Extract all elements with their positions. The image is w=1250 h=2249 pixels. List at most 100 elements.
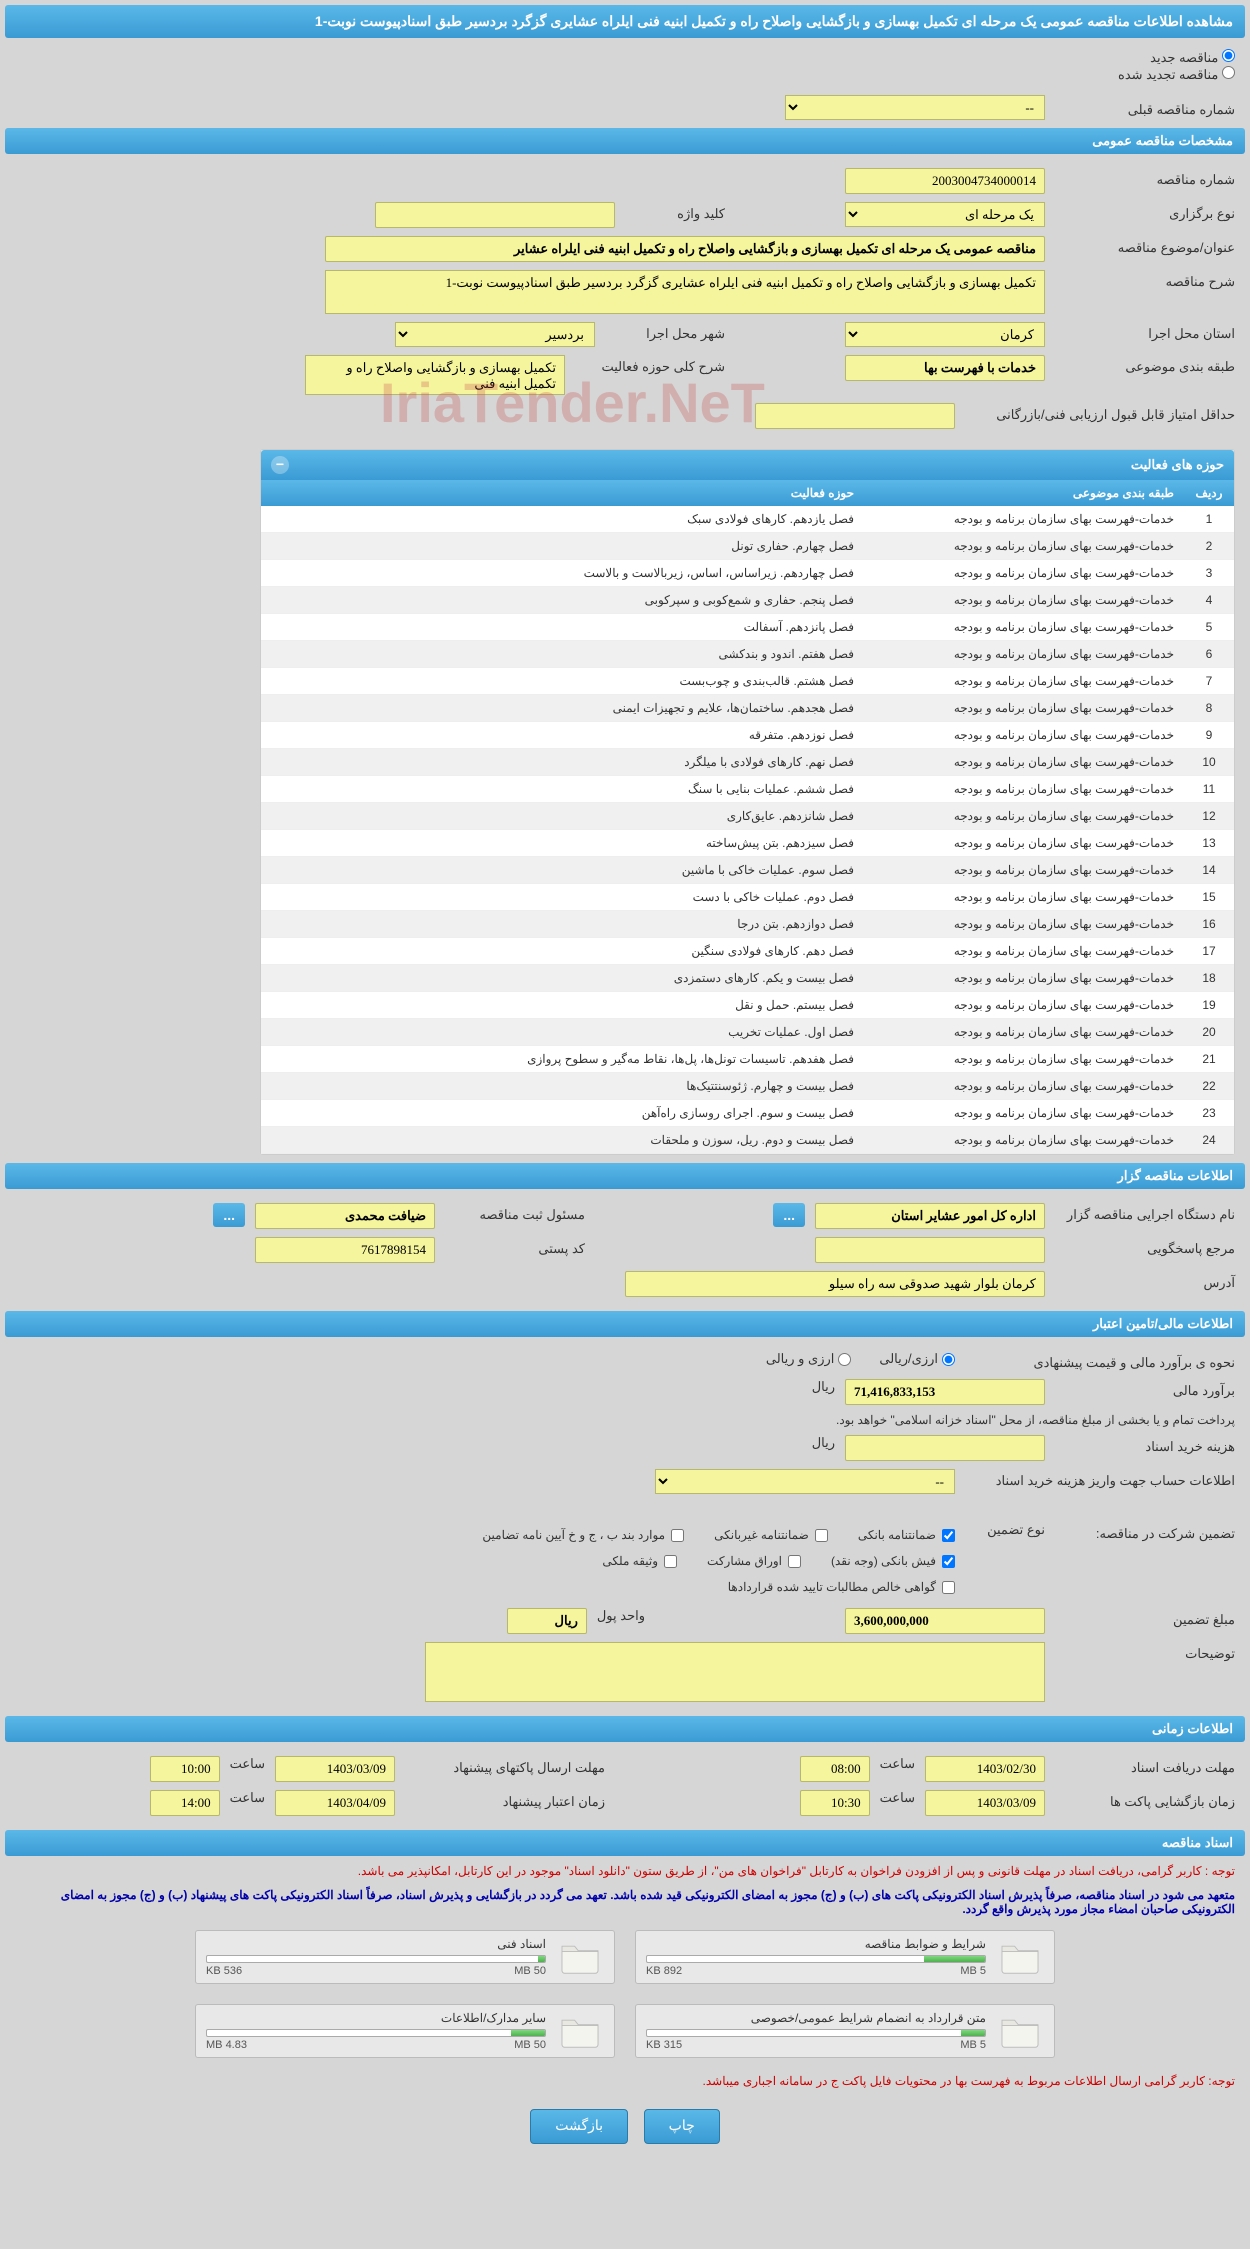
file-box[interactable]: شرایط و ضوابط مناقصه 5 MB892 KB [635,1930,1055,1984]
estimate-method-label: نحوه ی برآورد مالی و قیمت پیشنهادی [965,1351,1235,1371]
tender-no-input[interactable] [845,168,1045,194]
doc-note-2: متعهد می شود در اسناد مناقصه، صرفاً پذیر… [0,1884,1250,1920]
table-row: 3خدمات-فهرست بهای سازمان برنامه و بودجهف… [261,560,1234,587]
address-input[interactable] [625,1271,1045,1297]
file-used: 315 KB [646,2039,682,2051]
min-score-label: حداقل امتیاز قابل قبول ارزیابی فنی/بازرگ… [965,403,1235,423]
activities-grid-title: حوزه های فعالیت [1131,457,1224,473]
file-box[interactable]: اسناد فنی 50 MB536 KB [195,1930,615,1984]
doc-note-3: توجه: کاربر گرامی ارسال اطلاعات مربوط به… [0,2068,1250,2094]
table-row: 10خدمات-فهرست بهای سازمان برنامه و بودجه… [261,749,1234,776]
chk-bonds[interactable]: اوراق مشارکت [707,1554,801,1568]
radio-new-label: مناقصه جدید [1150,50,1218,65]
category-input[interactable] [845,355,1045,381]
file-name: متن قرارداد به انضمام شرایط عمومی/خصوصی [646,2011,986,2025]
time-label-1: ساعت [880,1756,915,1772]
doc-deadline-label: مهلت دریافت اسناد [1055,1756,1235,1776]
org-lookup-button[interactable]: ... [773,1203,805,1227]
table-row: 1خدمات-فهرست بهای سازمان برنامه و بودجهف… [261,506,1234,533]
table-row: 23خدمات-فهرست بهای سازمان برنامه و بودجه… [261,1100,1234,1127]
doc-fee-label: هزینه خرید اسناد [1055,1435,1235,1455]
proposal-deadline-date[interactable] [275,1756,395,1782]
print-button[interactable]: چاپ [644,2109,720,2144]
chk-nonbank[interactable]: ضمانتنامه غیربانکی [714,1528,828,1542]
folder-icon [556,1937,604,1977]
proposal-deadline-time[interactable] [150,1756,220,1782]
opening-date[interactable] [925,1790,1045,1816]
unit-label: واحد پول [597,1608,645,1624]
doc-deadline-time[interactable] [800,1756,870,1782]
validity-time[interactable] [150,1790,220,1816]
type-label: نوع برگزاری [1055,202,1235,222]
city-label: شهر محل اجرا [605,322,725,342]
radio-arzi-o-riali[interactable]: ارزی و ریالی [766,1351,852,1367]
file-progress [206,1955,546,1963]
chk-clause[interactable]: موارد بند ب ، ج و خ آیین نامه تضامین [482,1528,684,1542]
guarantee-amount-input[interactable] [845,1608,1045,1634]
registrar-lookup-button[interactable]: ... [213,1203,245,1227]
notes-textarea[interactable] [425,1642,1045,1702]
desc-textarea[interactable] [325,270,1045,314]
activities-grid: حوزه های فعالیت − ردیف طبقه بندی موضوعی … [260,449,1235,1155]
estimate-label: برآورد مالی [1055,1379,1235,1399]
prev-tender-label: شماره مناقصه قبلی [1055,98,1235,118]
back-button[interactable]: بازگشت [530,2109,628,2144]
file-name: شرایط و ضوابط مناقصه [646,1937,986,1951]
province-select[interactable]: کرمان [845,322,1045,347]
chk-bank[interactable]: ضمانتنامه بانکی [858,1528,955,1542]
opening-time[interactable] [800,1790,870,1816]
guarantee-amount-label: مبلغ تضمین [1055,1608,1235,1628]
radio-new[interactable]: مناقصه جدید [1150,50,1235,65]
col-row-header: ردیف [1184,480,1234,506]
validity-date[interactable] [275,1790,395,1816]
keyword-input[interactable] [375,202,615,228]
org-name-input[interactable] [815,1203,1045,1229]
time-label-3: ساعت [880,1790,915,1806]
file-box[interactable]: سایر مدارک/اطلاعات 50 MB4.83 MB [195,2004,615,2058]
ref-input[interactable] [815,1237,1045,1263]
table-row: 18خدمات-فهرست بهای سازمان برنامه و بودجه… [261,965,1234,992]
notes-label: توضیحات [1055,1642,1235,1662]
proposal-deadline-label: مهلت ارسال پاکتهای پیشنهاد [405,1756,605,1776]
address-label: آدرس [1055,1271,1235,1291]
file-used: 892 KB [646,1965,682,1977]
file-used: 536 KB [206,1965,242,1977]
subject-input[interactable] [325,236,1045,262]
doc-deadline-date[interactable] [925,1756,1045,1782]
min-score-input[interactable] [755,403,955,429]
guarantee-type-label: نوع تضمین [965,1522,1045,1538]
table-row: 6خدمات-فهرست بهای سازمان برنامه و بودجهف… [261,641,1234,668]
tender-type-radios: مناقصه جدید مناقصه تجدید شده [0,43,1250,89]
activity-desc-textarea[interactable] [305,355,565,395]
radio-arzi-riali[interactable]: ارزی/ریالی [879,1351,955,1367]
organizer-form: نام دستگاه اجرایی مناقصه گزار ... مرجع پ… [0,1191,1250,1309]
estimate-currency: ریال [812,1379,835,1395]
postal-input[interactable] [255,1237,435,1263]
collapse-icon[interactable]: − [271,456,289,474]
table-row: 16خدمات-فهرست بهای سازمان برنامه و بودجه… [261,911,1234,938]
chk-property[interactable]: وثیقه ملکی [602,1554,677,1568]
doc-fee-input[interactable] [845,1435,1045,1461]
prev-tender-select[interactable]: -- [785,95,1045,120]
time-label-4: ساعت [230,1790,265,1806]
folder-icon [556,2011,604,2051]
section-organizer-header: اطلاعات مناقصه گزار [5,1163,1245,1189]
file-box[interactable]: متن قرارداد به انضمام شرایط عمومی/خصوصی … [635,2004,1055,2058]
table-row: 4خدمات-فهرست بهای سازمان برنامه و بودجهف… [261,587,1234,614]
file-total: 50 MB [514,1965,546,1977]
folder-icon [996,1937,1044,1977]
account-info-label: اطلاعات حساب جهت واریز هزینه خرید اسناد [965,1469,1235,1489]
radio-renewed[interactable]: مناقصه تجدید شده [1118,67,1235,82]
city-select[interactable]: بردسیر [395,322,595,347]
account-info-select[interactable]: -- [655,1469,955,1494]
chk-cash[interactable]: فیش بانکی (وجه نقد) [831,1554,955,1568]
files-grid: شرایط و ضوابط مناقصه 5 MB892 KB اسناد فن… [0,1920,1250,2068]
postal-label: کد پستی [445,1237,585,1257]
table-row: 13خدمات-فهرست بهای سازمان برنامه و بودجه… [261,830,1234,857]
type-select[interactable]: یک مرحله ای [845,202,1045,227]
category-label: طبقه بندی موضوعی [1055,355,1235,375]
unit-input[interactable] [507,1608,587,1634]
chk-receivables[interactable]: گواهی خالص مطالبات تایید شده قراردادها [728,1580,955,1594]
estimate-input[interactable] [845,1379,1045,1405]
registrar-input[interactable] [255,1203,435,1229]
